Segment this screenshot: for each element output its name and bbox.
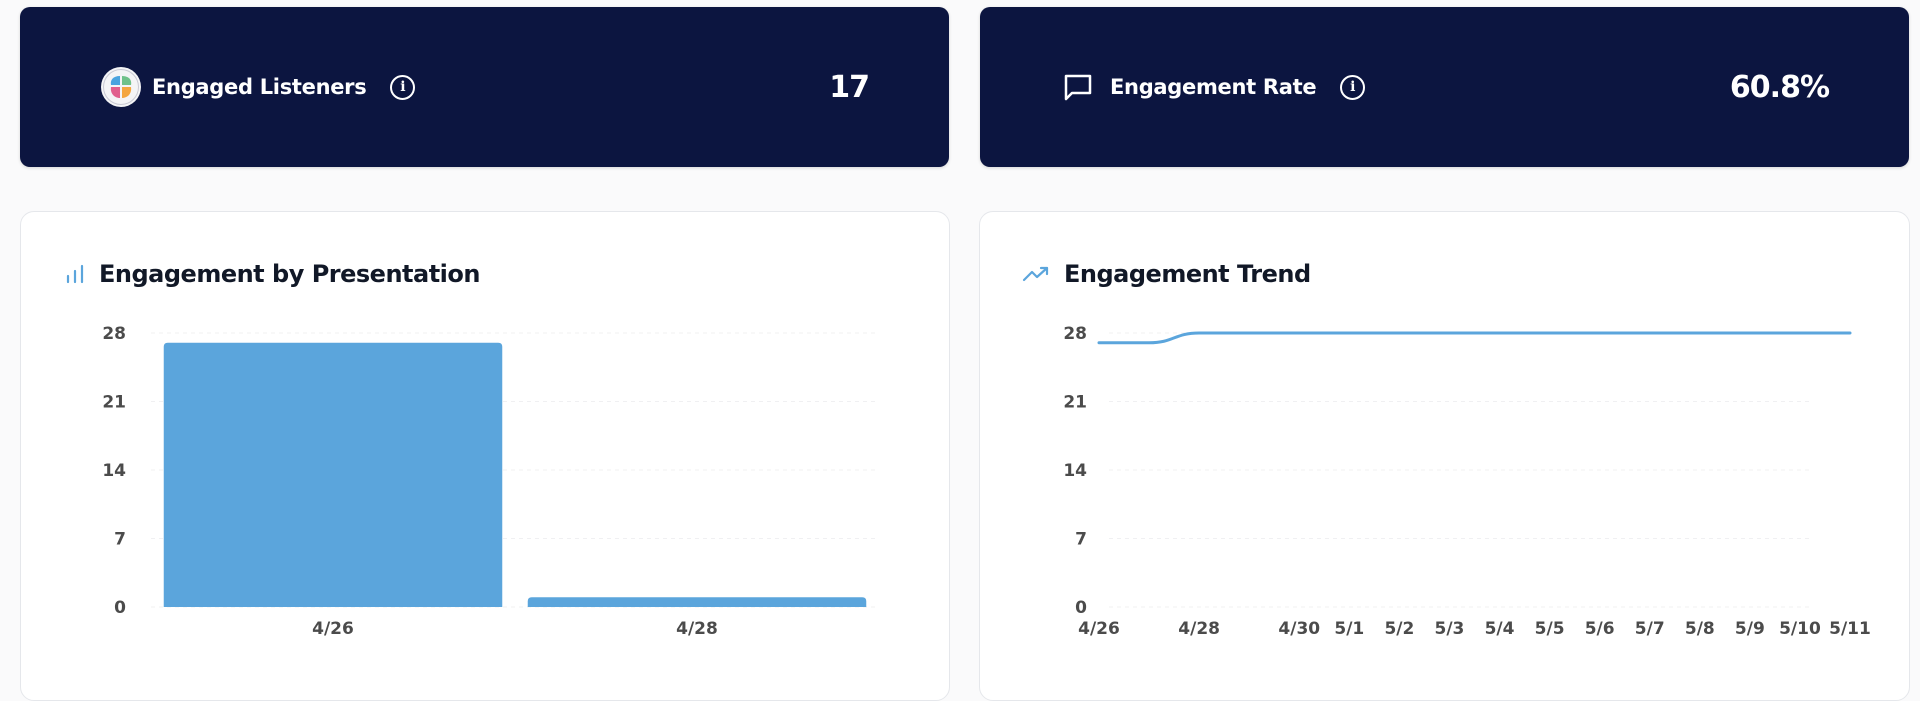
data-point-4/29[interactable]	[1244, 328, 1254, 338]
y-tick-label: 28	[102, 324, 126, 344]
x-tick-label: 5/7	[1635, 619, 1665, 639]
data-point-5/8[interactable]	[1695, 328, 1705, 338]
bar-chart-icon	[66, 264, 84, 284]
engaged-listeners-label: Engaged Listeners	[152, 75, 367, 99]
engagement-trend-panel: Engagement Trend 0 7 14 21 28 4/26 4/28 4/30 5/1…	[979, 211, 1910, 701]
trending-up-icon	[1022, 266, 1049, 282]
y-tick-label: 21	[102, 393, 126, 413]
data-point-4/27[interactable]	[1144, 338, 1154, 348]
info-icon[interactable]: i	[1340, 74, 1366, 100]
data-point-5/5[interactable]	[1545, 328, 1555, 338]
data-point-5/11[interactable]	[1845, 328, 1855, 338]
engaged-listeners-card: Engaged Listeners i 17	[20, 7, 949, 167]
data-point-5/10[interactable]	[1795, 328, 1805, 338]
data-point-4/26[interactable]	[1094, 338, 1104, 348]
engaged-listeners-value: 17	[829, 69, 870, 105]
y-tick-label: 14	[102, 461, 126, 481]
panel-header: Engagement Trend	[1022, 260, 1311, 288]
y-tick-label: 28	[1063, 324, 1087, 344]
engagement-rate-value: 60.8%	[1729, 69, 1830, 105]
engagement-rate-card: Engagement Rate i 60.8%	[980, 7, 1909, 167]
line-chart: 0 7 14 21 28 4/26 4/28 4/30 5/1 5/2 5/3 5/4 5/5 5/6 5/…	[1063, 324, 1871, 639]
x-tick-label: 4/30	[1278, 619, 1320, 639]
panel-title: Engagement Trend	[1064, 260, 1311, 288]
x-tick-label: 5/6	[1585, 619, 1615, 639]
y-tick-label: 0	[1075, 598, 1087, 618]
data-point-4/30[interactable]	[1294, 328, 1304, 338]
bar-chart: 0 7 14 21 28 4/26 4/28	[102, 324, 879, 639]
data-point-5/2[interactable]	[1394, 328, 1404, 338]
x-tick-label: 4/28	[1178, 619, 1220, 639]
x-tick-label: 5/10	[1779, 619, 1821, 639]
x-tick-label: 5/5	[1535, 619, 1565, 639]
data-point-5/4[interactable]	[1495, 328, 1505, 338]
x-tick-label: 4/26	[312, 619, 354, 639]
data-point-5/9[interactable]	[1745, 328, 1755, 338]
brain-logo-icon	[101, 67, 141, 107]
chat-bubble-icon	[1064, 74, 1092, 101]
x-tick-label: 5/2	[1384, 619, 1414, 639]
y-tick-label: 14	[1063, 461, 1087, 481]
panel-header: Engagement by Presentation	[65, 260, 480, 288]
x-tick-label: 4/26	[1078, 619, 1120, 639]
data-point-5/6[interactable]	[1595, 328, 1605, 338]
engagement-rate-label-group: Engagement Rate i	[1062, 71, 1366, 103]
data-point-4/28[interactable]	[1194, 328, 1204, 338]
engagement-by-presentation-panel: Engagement by Presentation 0 7 14 21 28 4/26 4…	[20, 211, 950, 701]
engaged-listeners-label-group: Engaged Listeners i	[100, 66, 416, 108]
info-icon[interactable]: i	[390, 74, 416, 100]
series-line-engagement	[1097, 331, 1852, 345]
x-tick-label: 5/3	[1435, 619, 1465, 639]
y-tick-label: 7	[114, 530, 126, 550]
x-tick-label: 4/28	[676, 619, 718, 639]
panel-title: Engagement by Presentation	[99, 260, 480, 288]
x-tick-label: 5/4	[1485, 619, 1515, 639]
x-tick-label: 5/8	[1685, 619, 1715, 639]
bar-4/28[interactable]	[527, 597, 867, 607]
bar-4/26[interactable]	[163, 342, 503, 607]
y-tick-label: 0	[114, 598, 126, 618]
x-tick-label: 5/9	[1735, 619, 1765, 639]
y-tick-label: 21	[1063, 393, 1087, 413]
data-point-5/3[interactable]	[1444, 328, 1454, 338]
x-tick-label: 5/11	[1829, 619, 1871, 639]
data-point-5/1[interactable]	[1344, 328, 1354, 338]
x-tick-label: 5/1	[1334, 619, 1364, 639]
engagement-rate-label: Engagement Rate	[1110, 75, 1317, 99]
y-tick-label: 7	[1075, 530, 1087, 550]
data-point-5/7[interactable]	[1645, 328, 1655, 338]
